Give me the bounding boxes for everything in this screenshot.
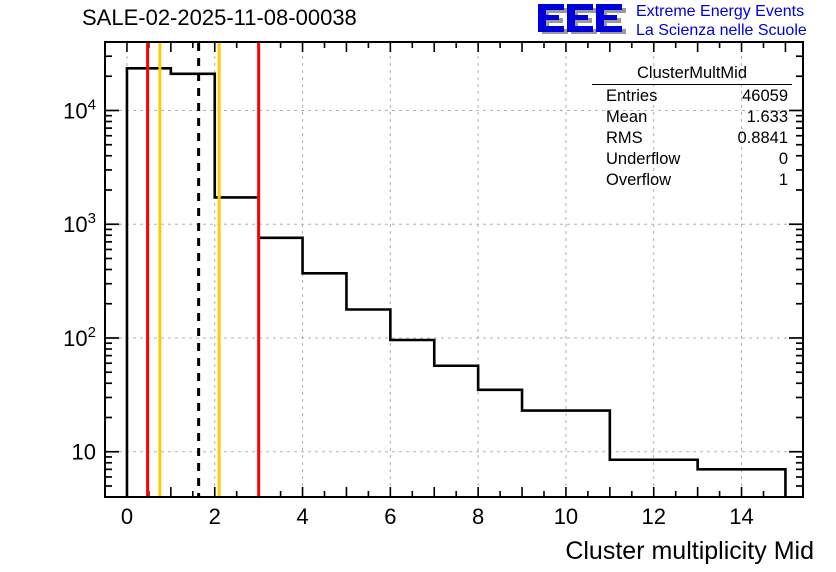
stats-row: Underflow 0	[592, 149, 792, 170]
stats-value: 1.633	[746, 108, 788, 126]
stats-value: 46059	[742, 87, 788, 105]
svg-text:14: 14	[729, 504, 753, 529]
svg-text:8: 8	[472, 504, 484, 529]
stats-row: RMS 0.8841	[592, 128, 792, 149]
marker-lines	[146, 43, 261, 496]
x-axis-ticks	[104, 42, 787, 497]
eee-logo-mark	[538, 4, 628, 38]
eee-logo-text: Extreme Energy Events La Scienza nelle S…	[636, 2, 807, 40]
svg-text:4: 4	[296, 504, 308, 529]
eee-logo: Extreme Energy Events La Scienza nelle S…	[538, 2, 834, 42]
svg-text:103: 103	[63, 210, 96, 237]
svg-text:2: 2	[209, 504, 221, 529]
eee-logo-line2: La Scienza nelle Scuole	[636, 22, 807, 39]
gridlines	[105, 42, 803, 497]
y-axis-tick-labels: 10 102 103 104	[63, 96, 96, 464]
stats-label: Mean	[606, 108, 648, 126]
svg-text:10: 10	[72, 440, 96, 465]
histogram-outline	[125, 66, 787, 497]
stats-label: Entries	[606, 87, 658, 105]
stats-value: 0.8841	[737, 129, 788, 147]
eee-logo-line1: Extreme Energy Events	[636, 3, 805, 20]
x-axis-title: Cluster multiplicity Mid	[565, 537, 814, 565]
y-axis-ticks	[105, 41, 803, 498]
svg-text:10: 10	[554, 504, 578, 529]
stats-value: 1	[778, 171, 788, 189]
svg-text:0: 0	[121, 504, 133, 529]
svg-text:104: 104	[63, 96, 96, 123]
stats-label: RMS	[606, 129, 643, 147]
stats-row: Entries 46059	[592, 86, 792, 107]
svg-text:102: 102	[63, 324, 96, 351]
x-axis-tick-labels: 0 2 4 6 8 10 12 14	[121, 504, 754, 529]
stats-label: Underflow	[606, 150, 681, 168]
stats-row: Overflow 1	[592, 170, 792, 191]
stats-title: ClusterMultMid	[592, 64, 792, 85]
stats-value: 0	[778, 150, 788, 168]
svg-text:12: 12	[641, 504, 665, 529]
svg-text:6: 6	[384, 504, 396, 529]
plot-frame-top	[104, 41, 804, 498]
stats-box: ClusterMultMid Entries 46059 Mean 1.633 …	[592, 64, 792, 191]
stats-row: Mean 1.633	[592, 107, 792, 128]
page-title: SALE-02-2025-11-08-00038	[82, 5, 357, 30]
stats-label: Overflow	[606, 171, 672, 189]
